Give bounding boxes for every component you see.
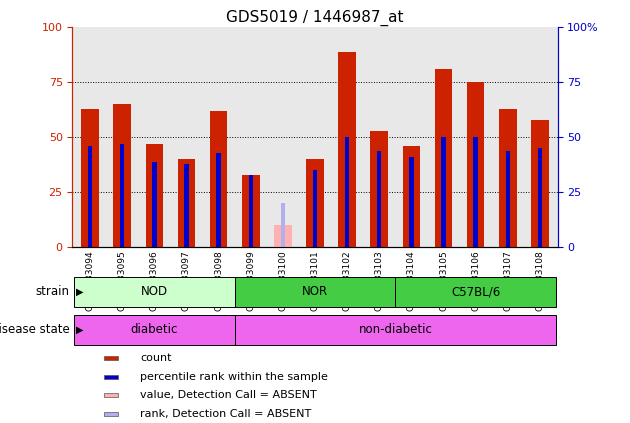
Bar bbox=[217, 153, 221, 247]
Text: disease state: disease state bbox=[0, 324, 69, 336]
Bar bbox=[185, 164, 189, 247]
Bar bbox=[281, 203, 285, 247]
Bar bbox=[531, 120, 549, 247]
Bar bbox=[537, 148, 542, 247]
Bar bbox=[113, 104, 131, 247]
Text: value, Detection Call = ABSENT: value, Detection Call = ABSENT bbox=[140, 390, 317, 400]
Bar bbox=[235, 277, 395, 307]
Text: non-diabetic: non-diabetic bbox=[358, 324, 432, 336]
Text: ▶: ▶ bbox=[76, 287, 83, 297]
Text: ▶: ▶ bbox=[76, 325, 83, 335]
Bar bbox=[274, 225, 292, 247]
Bar bbox=[249, 175, 253, 247]
Bar bbox=[178, 159, 195, 247]
Text: NOD: NOD bbox=[141, 286, 168, 298]
Bar bbox=[467, 82, 484, 247]
Title: GDS5019 / 1446987_at: GDS5019 / 1446987_at bbox=[226, 10, 404, 26]
Bar bbox=[104, 375, 118, 379]
Text: rank, Detection Call = ABSENT: rank, Detection Call = ABSENT bbox=[140, 409, 311, 419]
Bar bbox=[499, 109, 517, 247]
Bar bbox=[235, 315, 556, 345]
Bar bbox=[505, 151, 510, 247]
Bar bbox=[210, 111, 227, 247]
Bar bbox=[435, 69, 452, 247]
Text: diabetic: diabetic bbox=[130, 324, 178, 336]
Text: count: count bbox=[140, 353, 172, 363]
Bar bbox=[403, 146, 420, 247]
Bar bbox=[473, 137, 478, 247]
Bar bbox=[146, 144, 163, 247]
Bar bbox=[338, 52, 356, 247]
Bar bbox=[152, 162, 157, 247]
Text: strain: strain bbox=[35, 286, 69, 298]
Bar bbox=[395, 277, 556, 307]
Bar bbox=[104, 393, 118, 397]
Bar bbox=[409, 157, 413, 247]
Bar bbox=[370, 131, 388, 247]
Bar bbox=[104, 412, 118, 416]
Text: percentile rank within the sample: percentile rank within the sample bbox=[140, 372, 328, 382]
Bar bbox=[306, 159, 324, 247]
Bar bbox=[88, 146, 93, 247]
Bar bbox=[377, 151, 381, 247]
Text: NOR: NOR bbox=[302, 286, 328, 298]
Bar bbox=[312, 170, 318, 247]
Bar bbox=[81, 109, 99, 247]
Bar bbox=[120, 144, 125, 247]
Bar bbox=[74, 277, 235, 307]
Bar bbox=[441, 137, 445, 247]
Bar bbox=[345, 137, 349, 247]
Bar bbox=[242, 175, 260, 247]
Text: C57BL/6: C57BL/6 bbox=[451, 286, 500, 298]
Bar bbox=[104, 356, 118, 360]
Bar bbox=[74, 315, 235, 345]
